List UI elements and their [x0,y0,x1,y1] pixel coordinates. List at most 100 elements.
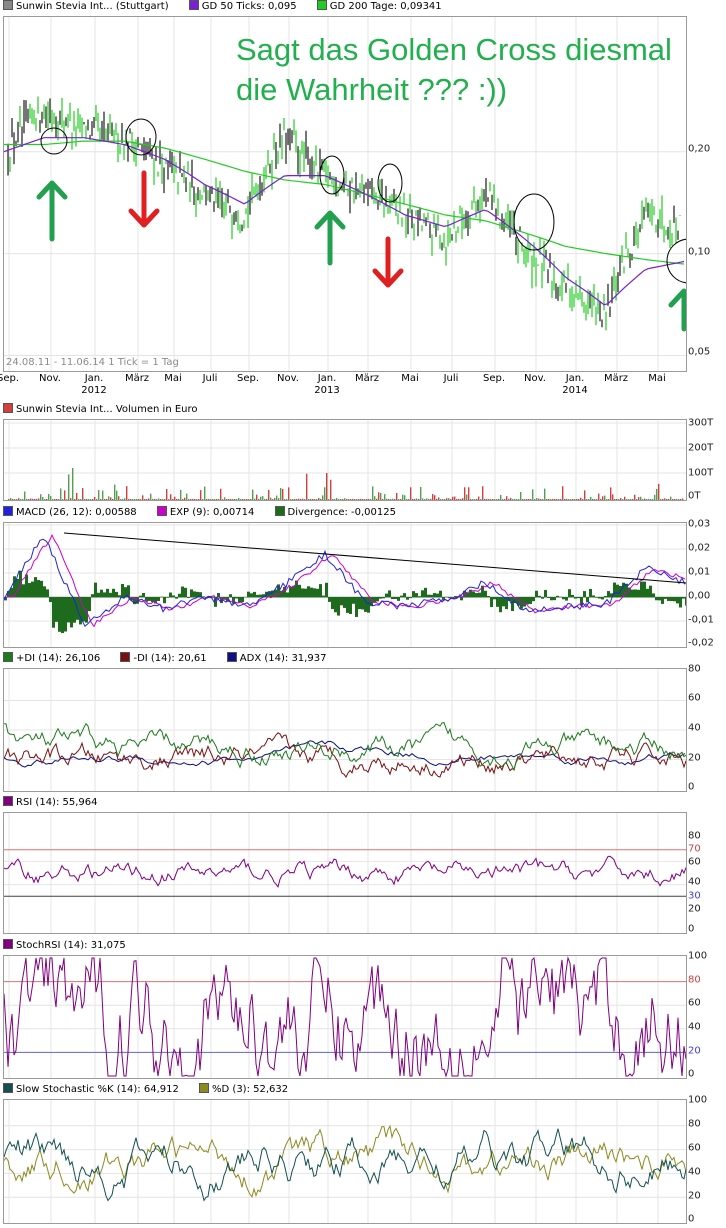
divergence-bar [418,596,421,598]
volume-bar [496,499,498,500]
volume-bar [542,499,544,500]
volume-bar [304,499,306,500]
volume-bar [624,496,626,500]
legend-item-gd50: GD 50 Ticks: 0,095 [186,0,297,14]
volume-bar [582,499,584,500]
y-tick: 0,03 [688,518,711,530]
volume-bar [22,499,24,500]
legend-item-macd: MACD (26, 12): 0,00588 [0,506,137,520]
volume-bar [554,499,556,500]
divergence-bar [628,587,631,598]
volume-panel [3,419,687,501]
y-tick: 0,02 [688,542,711,554]
macd-legend: MACD (26, 12): 0,00588 EXP (9): 0,00714 … [0,506,726,520]
volume-bar [306,473,308,500]
divergence-bar [214,597,217,607]
stochrsi-line [4,956,686,1078]
volume-bar [354,499,356,500]
divergence-bar [595,597,598,598]
volume-bar [668,499,670,500]
legend-label: EXP (9): 0,00714 [169,507,255,518]
x-year: 2014 [562,385,588,396]
volume-bar [38,498,40,500]
divergence-bar [661,597,664,604]
volume-bar [402,494,404,500]
volume-bar [428,499,430,500]
y-tick: 60 [688,1142,701,1154]
volume-bar [628,499,630,500]
volume-bar [548,499,550,500]
divergence-bar [169,592,172,598]
y-tick: 20 [688,752,701,764]
volume-bar [26,499,28,500]
volume-bar [424,499,426,500]
volume-bar [648,499,650,500]
divergence-bar [652,593,655,598]
volume-bar [148,498,150,500]
volume-chart [4,420,686,500]
divergence-bar [622,582,625,598]
divergence-bar [424,587,427,598]
divergence-bar [31,581,34,598]
volume-bar [470,499,472,500]
divergence-bar [577,597,580,599]
volume-bar [88,499,90,500]
volume-bar [342,499,344,500]
volume-bar [82,488,84,500]
divergence-bar [202,596,205,598]
divergence-bar [70,597,73,628]
volume-bar [614,499,616,500]
volume-bar [10,497,12,500]
volume-bar [114,484,116,500]
volume-bar [580,497,582,500]
divergence-bar [64,597,67,632]
volume-bar [150,493,152,500]
y-tick: 80 [688,663,701,675]
divergence-bar [250,593,253,598]
volume-bar [450,499,452,500]
divergence-bar [592,595,595,598]
legend-label: RSI (14): 55,964 [16,797,98,808]
divergence-bar [13,576,16,598]
volume-bar [676,498,678,500]
divergence-bar [547,597,550,598]
divergence-bar [304,588,307,598]
volume-bar [630,499,632,500]
volume-bar [474,499,476,500]
volume-bar [134,499,136,500]
volume-bar [448,498,450,500]
volume-bar [610,487,612,500]
volume-bar [398,499,400,500]
volume-bar [206,499,208,500]
volume-bar [16,499,18,500]
volume-bar [566,498,568,500]
volume-bar [332,499,334,500]
y-tick: 100 [688,1094,708,1106]
volume-bar [536,498,538,500]
legend-item-volume: Sunwin Stevia Int... Volumen in Euro [0,403,198,417]
divergence-bar [151,597,154,602]
volume-bar [570,499,572,500]
divergence-bar [625,583,628,598]
volume-bar [494,499,496,500]
volume-bar [642,499,644,500]
volume-bar [636,499,638,500]
divergence-bar [247,591,250,598]
y-tick: 20 [688,1045,701,1057]
divergence-bar [187,597,190,598]
divergence-bar [517,597,520,606]
divergence-bar [7,591,10,598]
volume-bar [384,494,386,500]
volume-bar [14,499,16,500]
divergence-bar [277,584,280,598]
volume-bar [506,496,508,500]
volume-bar [160,499,162,500]
volume-bar [650,499,652,500]
volume-bar [412,499,414,500]
divergence-bar [484,590,487,598]
divergence-bar [433,593,436,598]
volume-bar [80,499,82,500]
volume-bar [286,499,288,500]
volume-bar [600,499,602,500]
x-year: 2013 [314,385,340,396]
